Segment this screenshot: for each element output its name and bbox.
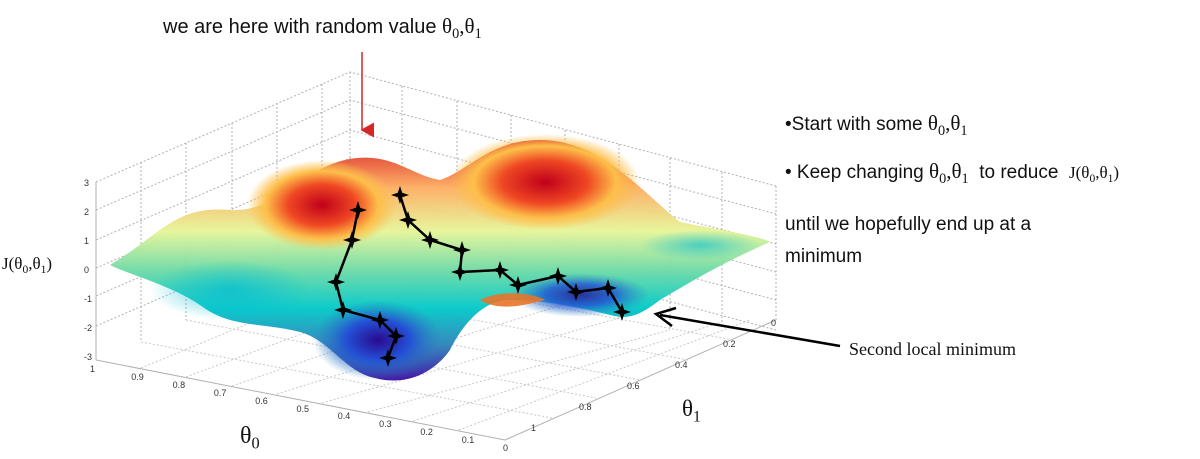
theta0-tick-label: 0.2 [420,427,433,438]
step-marker [599,279,617,297]
theta0-tick-label: 0.5 [296,403,310,414]
bullet-until-line1: until we hopefully end up at a [785,214,1032,235]
step-marker [399,211,417,229]
step-marker [391,186,409,204]
theta1-axis-label: θ1 [682,396,701,426]
step-markers [327,186,631,367]
theta0-tick-label: 0 [503,443,509,453]
z-tick-label: 0 [84,265,90,275]
z-axis-label: J(θ0,θ1) [2,254,53,277]
step-marker [453,241,471,259]
z-tick-label: 2 [84,207,90,217]
theta0-tick-label: 0.7 [213,387,227,398]
title-annotation: we are here with random value θ0,θ1 [163,14,482,43]
theta1-tick-label: 0.2 [723,339,736,349]
step-marker [349,201,367,219]
theta1-tick-label: 1 [531,423,537,433]
theta0-tick-label: 0.3 [379,419,392,430]
theta0-axis-label: θ0 [240,423,260,453]
theta0-tick-label: 0.4 [337,411,351,422]
z-tick-label: -1 [84,294,93,304]
theta0-tick-label: 0.1 [461,435,475,446]
theta1-tick-label: 0.4 [675,360,688,370]
step-marker [613,303,631,321]
theta0-tick-label: 0.6 [255,395,268,406]
step-marker [343,231,361,249]
z-tick-label: 3 [84,178,90,188]
z-tick-label: 1 [84,236,90,246]
bullet-until-line2: minimum [785,246,863,267]
z-tick-label: -3 [84,352,93,362]
bullet-keep-changing: • Keep changing θ0,θ1 to reduce J(θ0,θ1) [785,159,1120,187]
z-tick-label: -2 [84,323,93,333]
step-marker [549,267,567,285]
cost-surface [110,134,770,381]
step-marker [387,327,405,345]
step-marker [567,283,585,301]
step-marker [334,301,352,319]
second-minimum-arrow [653,306,841,348]
step-marker [509,276,527,294]
theta1-tick-label: 0.8 [579,402,592,412]
bullet-start: •Start with some θ0,θ1 [785,111,968,139]
step-marker [371,311,389,329]
box-floor [95,182,777,441]
step-marker [379,349,397,367]
second-local-minimum-label: Second local minimum [849,339,1016,359]
theta0-tick-label: 1 [90,364,96,374]
theta1-tick-label: 0 [771,318,777,328]
step-marker [327,273,345,291]
theta0-tick-label: 0.8 [172,379,186,390]
step-marker [491,261,509,279]
step-marker [451,263,469,281]
theta0-tick-label: 0.9 [131,371,144,382]
title-theta-0: θ0,θ1 [442,14,482,42]
step-marker [421,231,439,249]
theta1-tick-label: 0.6 [627,381,640,391]
title-text: we are here with random value [163,16,437,38]
